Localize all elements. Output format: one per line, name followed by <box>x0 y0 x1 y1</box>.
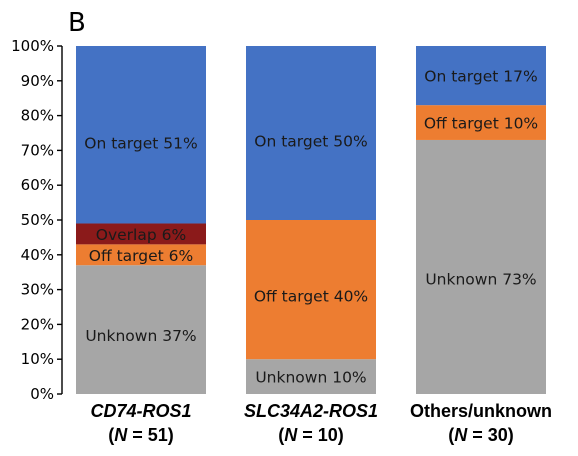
segment-data-label: Unknown 10% <box>255 369 366 387</box>
bar-segment-overlap <box>76 223 206 245</box>
segment-data-label: On target 51% <box>84 135 197 153</box>
y-tick-label: 100% <box>11 37 54 55</box>
panel-label: B <box>68 8 86 38</box>
y-tick-label: 80% <box>21 107 54 125</box>
x-category-count-label: (N = 51) <box>108 425 174 445</box>
y-axis: 0% 10% 20% 30% 40% 50% 60% 70% 80% 90% 100% <box>11 37 63 403</box>
bar-segment-unknown <box>416 139 546 394</box>
bar-segment-unknown <box>76 265 206 394</box>
segment-data-label: Off target 40% <box>254 288 368 306</box>
bar-segment-off-target <box>76 244 206 266</box>
x-category-label: SLC34A2-ROS1 <box>244 401 378 421</box>
y-tick-label: 70% <box>21 141 54 159</box>
y-tick-label: 60% <box>21 176 54 194</box>
bars-group: Unknown 37% Off target 6% Overlap 6% On tar… <box>76 46 546 394</box>
x-category-label: CD74-ROS1 <box>90 401 191 421</box>
x-category-label: Others/unknown <box>410 401 552 421</box>
segment-data-label: Overlap 6% <box>96 226 186 244</box>
segment-data-label: Off target 10% <box>424 115 538 133</box>
x-category-count-label: (N = 10) <box>278 425 344 445</box>
bar-segment-on-target <box>416 46 546 106</box>
y-tick-label: 40% <box>21 246 54 264</box>
segment-data-label: On target 50% <box>254 133 367 151</box>
y-tick-label: 0% <box>30 385 54 403</box>
y-tick-label: 20% <box>21 315 54 333</box>
bar-segment-on-target <box>76 46 206 224</box>
bar-segment-unknown <box>246 359 376 394</box>
y-tick-label: 10% <box>21 350 54 368</box>
bar-segment-on-target <box>246 46 376 220</box>
y-tick-label: 30% <box>21 281 54 299</box>
segment-data-label: On target 17% <box>424 68 537 86</box>
y-tick-label: 50% <box>21 211 54 229</box>
y-tick-label: 90% <box>21 72 54 90</box>
x-axis-labels: CD74-ROS1 (N = 51) SLC34A2-ROS1 (N = 10) Oth… <box>90 401 552 445</box>
segment-data-label: Off target 6% <box>89 247 193 265</box>
bar-segment-off-target <box>416 105 546 140</box>
bar-segment-off-target <box>246 220 376 360</box>
segment-data-label: Unknown 73% <box>425 271 536 289</box>
segment-data-label: Unknown 37% <box>85 327 196 345</box>
x-category-count-label: (N = 30) <box>448 425 514 445</box>
